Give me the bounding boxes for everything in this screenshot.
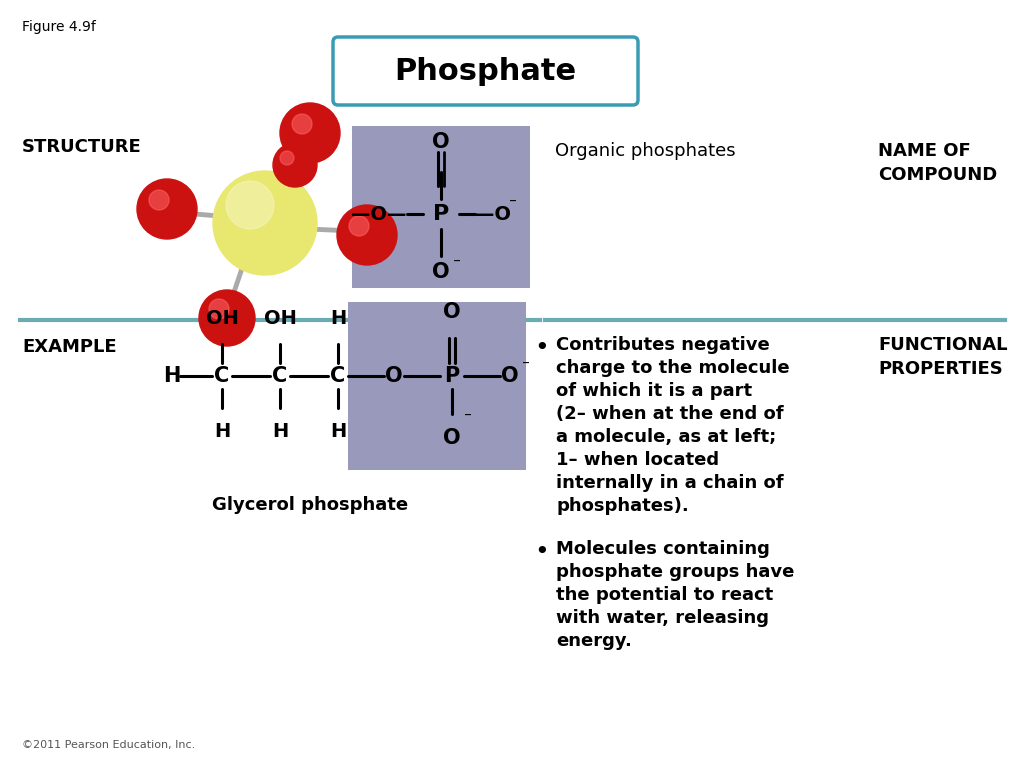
Text: —O—: —O— [351, 204, 407, 223]
Text: C: C [272, 366, 288, 386]
Text: 1– when located: 1– when located [556, 451, 719, 469]
Text: STRUCTURE: STRUCTURE [22, 138, 141, 156]
Text: internally in a chain of: internally in a chain of [556, 474, 783, 492]
Text: O: O [385, 366, 402, 386]
Text: ©2011 Pearson Education, Inc.: ©2011 Pearson Education, Inc. [22, 740, 196, 750]
Text: ⁻: ⁻ [464, 411, 472, 425]
Text: ⁻: ⁻ [509, 197, 517, 211]
Text: H: H [272, 422, 288, 441]
Text: the potential to react: the potential to react [556, 586, 773, 604]
Text: phosphate groups have: phosphate groups have [556, 563, 795, 581]
Text: EXAMPLE: EXAMPLE [22, 338, 117, 356]
Text: O: O [501, 366, 519, 386]
Text: O: O [432, 262, 450, 282]
Text: O: O [443, 302, 461, 322]
Text: of which it is a part: of which it is a part [556, 382, 752, 400]
Text: O: O [432, 132, 450, 152]
Text: Glycerol phosphate: Glycerol phosphate [212, 496, 408, 514]
Text: OH: OH [206, 309, 239, 328]
Circle shape [349, 216, 369, 236]
Circle shape [280, 151, 294, 165]
Circle shape [280, 103, 340, 163]
Circle shape [337, 205, 397, 265]
Text: ⁻: ⁻ [522, 359, 530, 373]
FancyBboxPatch shape [333, 37, 638, 105]
Text: H: H [214, 422, 230, 441]
Circle shape [226, 181, 274, 229]
Text: NAME OF
COMPOUND: NAME OF COMPOUND [878, 142, 997, 184]
Text: Organic phosphates: Organic phosphates [555, 142, 735, 160]
Circle shape [199, 290, 255, 346]
Text: FUNCTIONAL
PROPERTIES: FUNCTIONAL PROPERTIES [878, 336, 1008, 378]
FancyBboxPatch shape [352, 126, 530, 288]
Circle shape [209, 299, 229, 319]
Text: C: C [331, 366, 346, 386]
Circle shape [213, 171, 317, 275]
Text: Contributes negative: Contributes negative [556, 336, 770, 354]
Text: Molecules containing: Molecules containing [556, 540, 770, 558]
Text: charge to the molecule: charge to the molecule [556, 359, 790, 377]
Text: ⁻: ⁻ [453, 257, 461, 272]
Text: H: H [163, 366, 180, 386]
Circle shape [150, 190, 169, 210]
Text: •: • [534, 336, 549, 360]
Text: C: C [214, 366, 229, 386]
Text: phosphates).: phosphates). [556, 497, 689, 515]
Circle shape [292, 114, 312, 134]
Text: H: H [330, 309, 346, 328]
Text: •: • [534, 540, 549, 564]
Text: (2– when at the end of: (2– when at the end of [556, 405, 783, 423]
Text: P: P [433, 204, 450, 224]
Circle shape [137, 179, 197, 239]
Text: Phosphate: Phosphate [394, 57, 577, 85]
Text: a molecule, as at left;: a molecule, as at left; [556, 428, 776, 446]
Text: Figure 4.9f: Figure 4.9f [22, 20, 96, 34]
Circle shape [273, 143, 317, 187]
Text: —O: —O [475, 204, 511, 223]
Text: OH: OH [263, 309, 296, 328]
Text: H: H [330, 422, 346, 441]
FancyBboxPatch shape [348, 302, 526, 470]
Text: energy.: energy. [556, 632, 632, 650]
Text: P: P [444, 366, 460, 386]
Text: O: O [443, 428, 461, 448]
Text: with water, releasing: with water, releasing [556, 609, 769, 627]
